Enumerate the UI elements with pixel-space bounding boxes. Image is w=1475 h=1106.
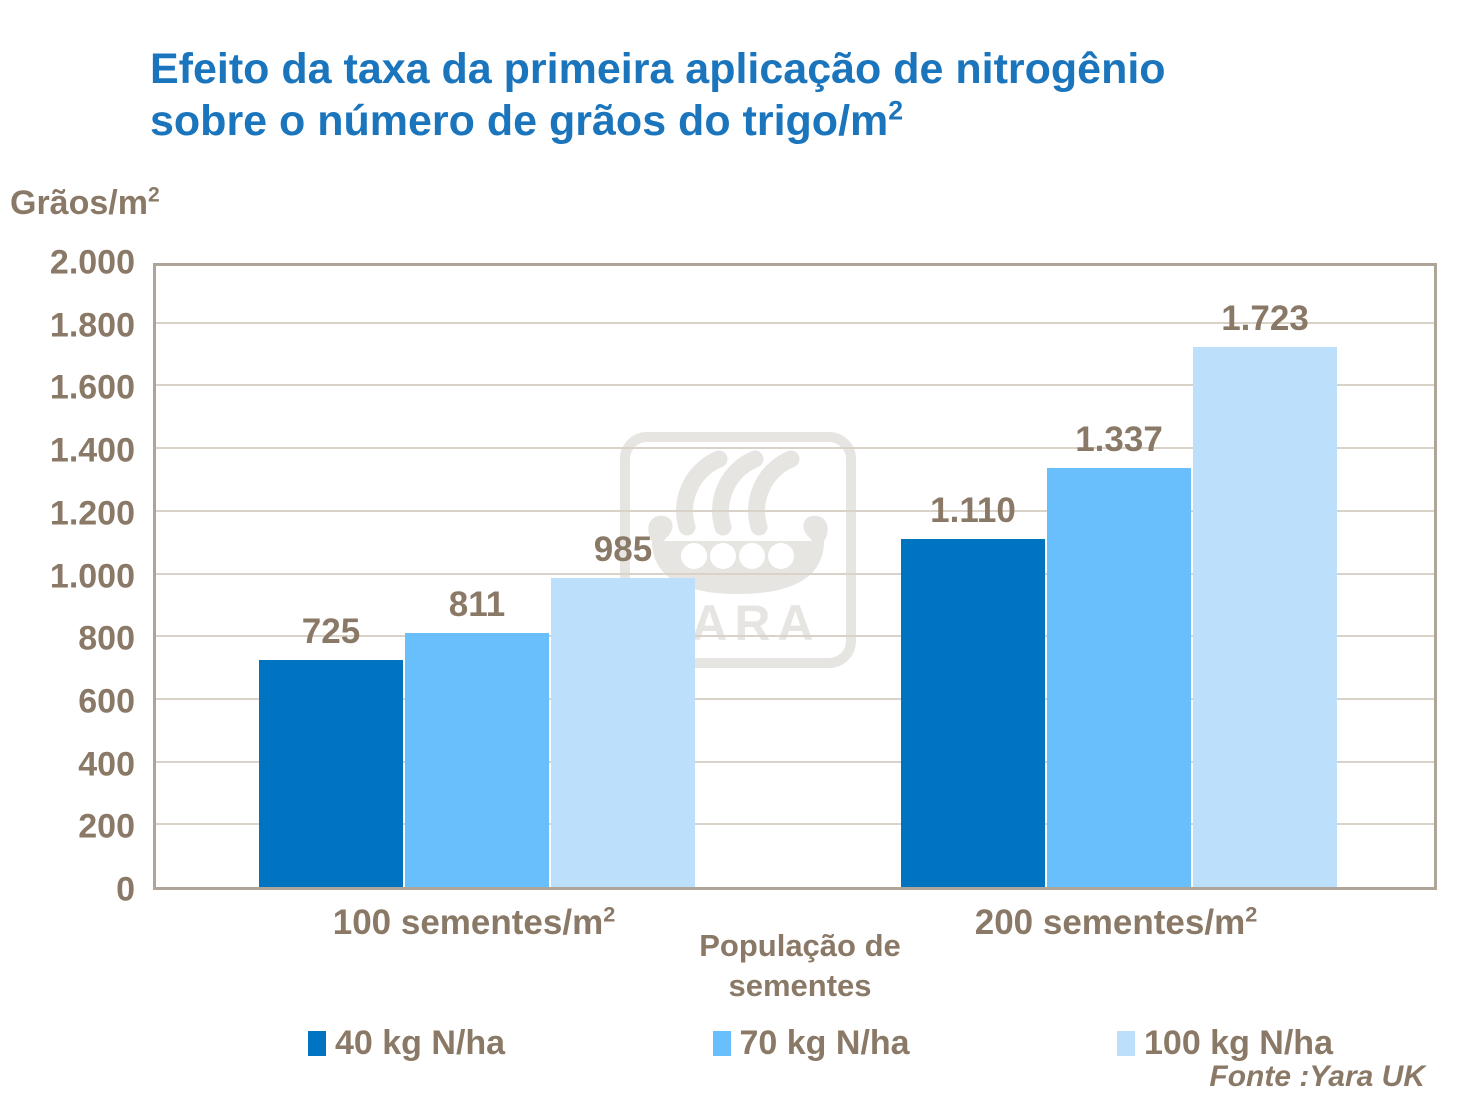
y-tick-label: 0 [116,870,135,909]
bar-value-label: 1.110 [930,491,1016,531]
bar [259,659,403,887]
gridline [156,635,1434,638]
legend-item: 40 kg N/ha [308,1024,505,1063]
legend-color-marker [1117,1031,1135,1056]
bar [1047,467,1191,887]
source-note: Fonte :Yara UK [1209,1060,1425,1093]
bar-value-label: 985 [593,530,653,570]
legend-color-marker [712,1031,731,1056]
gridline [156,572,1434,575]
legend-color-marker [308,1031,326,1056]
bar [551,578,695,887]
bar [1193,346,1337,887]
chart-title-line1: Efeito da taxa da primeira aplicação de … [150,45,1166,93]
x-category-label: 100 sementes/m2 [332,901,616,942]
legend-label: 70 kg N/ha [739,1024,910,1062]
y-tick-label: 200 [78,807,135,846]
y-axis-ticks: 0 200 400 600 800 1.000 1.200 1.400 1.600 1.800 2.… [0,244,135,909]
gridline [156,697,1434,700]
y-tick-label: 600 [78,682,135,721]
gridline [156,447,1434,450]
gridline [156,509,1434,512]
bars-layer: 725 1.110 811 1.337 985 1.723 [156,266,1434,887]
viking-ship-icon: YARA [620,432,856,668]
bar [405,632,549,887]
gridline [156,384,1434,387]
yara-watermark-logo: YARA [619,431,857,669]
y-tick-label: 2.000 [49,243,135,282]
plot-area: 725 1.110 811 1.337 985 1.723 [153,263,1437,890]
chart-title-line2: sobre o número de grãos do trigo/m [150,96,889,145]
chart-title: Efeito da taxa da primeira aplicação de … [150,44,1390,147]
gridline [156,823,1434,826]
gridline [156,760,1434,763]
y-tick-label: 1.800 [49,306,135,345]
y-tick-label: 1.200 [49,494,135,533]
y-tick-label: 1.000 [49,557,135,595]
y-tick-label: 800 [78,619,135,658]
x-category-label: 200 sementes/m2 [974,901,1258,942]
y-axis-label: Grãos/m2 [10,183,160,222]
y-tick-label: 1.600 [49,368,135,407]
legend-label: 100 kg N/ha [1144,1024,1333,1062]
legend: 40 kg N/ha 70 kg N/ha 100 kg N/ha [308,1024,1333,1063]
legend-item: 100 kg N/ha [1117,1024,1333,1063]
bar-value-label: 811 [448,584,506,624]
legend-label: 40 kg N/ha [335,1024,506,1062]
x-axis-title: População de sementes [699,928,901,1003]
chart-title-superscript: 2 [888,95,904,126]
legend-item: 70 kg N/ha [712,1024,910,1063]
bar-value-label: 1.723 [1221,298,1309,338]
y-tick-label: 1.400 [49,431,135,470]
bar-value-label: 1.337 [1075,419,1163,459]
y-tick-label: 400 [78,745,135,784]
gridline [156,321,1434,324]
x-category-labels: 100 sementes/m2 200 sementes/m2 [153,903,1437,953]
bar-value-label: 725 [301,611,361,651]
bar [901,539,1045,887]
